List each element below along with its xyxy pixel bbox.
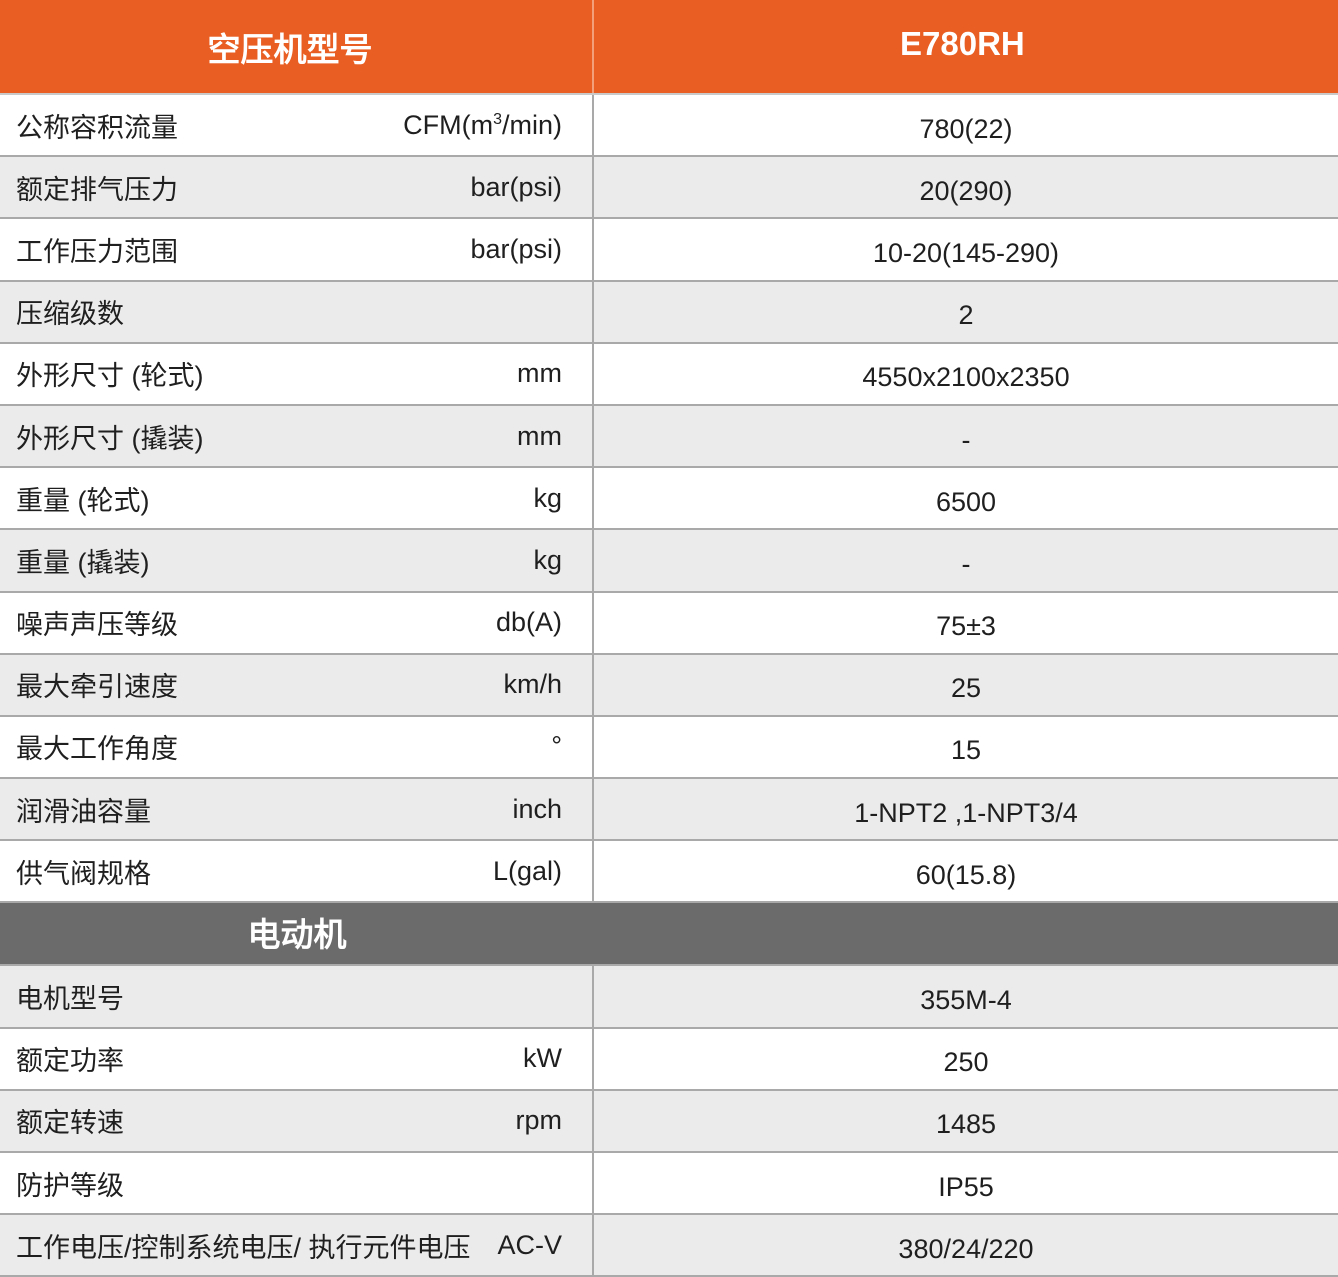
row-unit: L(gal) — [492, 855, 562, 886]
row-label: 电机型号 — [16, 984, 124, 1015]
table-row: 重量 (轮式) kg 6500 — [0, 468, 1338, 531]
row-unit-suffix: /min) — [502, 109, 562, 140]
table-row: 额定转速 rpm 1485 — [0, 1090, 1338, 1153]
row-value: 6500 — [935, 486, 997, 517]
table-header-row: 空压机型号 E780RH — [0, 0, 1338, 95]
row-value: 1-NPT2 ,1-NPT3/4 — [854, 797, 1078, 828]
table-row: 润滑油容量 inch 1-NPT2 ,1-NPT3/4 — [0, 779, 1338, 842]
row-label: 额定排气压力 — [16, 174, 178, 205]
row-value: 380/24/220 — [898, 1233, 1034, 1264]
row-value: 25 — [950, 673, 982, 704]
row-unit: kW — [523, 1043, 562, 1074]
row-label: 压缩级数 — [16, 299, 124, 330]
row-unit: db(A) — [495, 607, 562, 638]
row-unit: kg — [533, 544, 562, 575]
row-value: 250 — [943, 1047, 989, 1078]
table-row: 供气阀规格 L(gal) 60(15.8) — [0, 841, 1338, 904]
row-label: 噪声声压等级 — [16, 610, 178, 641]
row-label: 外形尺寸 (撬装) — [16, 423, 204, 454]
row-value: 355M-4 — [920, 985, 1012, 1016]
row-unit: bar(psi) — [470, 171, 562, 202]
row-unit: ° — [551, 731, 562, 762]
row-value: 15 — [950, 735, 982, 766]
row-label: 供气阀规格 — [16, 858, 151, 889]
row-label: 润滑油容量 — [16, 796, 151, 827]
header-model-value: E780RH — [900, 24, 1025, 62]
table-row: 额定功率 kW 250 — [0, 1028, 1338, 1091]
header-model-value-cell: E780RH — [594, 0, 1338, 93]
table-row: 额定排气压力 bar(psi) 20(290) — [0, 157, 1338, 220]
row-label: 重量 (撬装) — [16, 547, 150, 578]
row-label: 工作压力范围 — [16, 236, 178, 267]
table-row: 最大工作角度 ° 15 — [0, 716, 1338, 780]
row-label: 外形尺寸 (轮式) — [16, 361, 204, 392]
row-value: 10-20(145-290) — [872, 237, 1060, 268]
row-value: - — [961, 548, 971, 579]
row-unit: bar(psi) — [470, 233, 562, 264]
row-label: 额定转速 — [16, 1108, 124, 1139]
row-label: 最大工作角度 — [16, 734, 178, 765]
table-row: 噪声声压等级 db(A) 75±3 — [0, 592, 1338, 655]
table-row: 压缩级数 2 — [0, 281, 1338, 344]
row-label: 公称容积流量 — [16, 112, 178, 143]
table-row: 外形尺寸 (轮式) mm 4550x2100x2350 — [0, 343, 1338, 406]
table-row: 外形尺寸 (撬装) mm - — [0, 405, 1338, 469]
table-row: 工作电压/控制系统电压/ 执行元件电压 AC-V 380/24/220 — [0, 1215, 1338, 1277]
row-unit-superscript: 3 — [493, 110, 502, 128]
row-value: 75±3 — [936, 611, 996, 642]
row-value: - — [961, 424, 971, 455]
row-unit: rpm — [515, 1105, 563, 1136]
table-row: 重量 (撬装) kg - — [0, 530, 1338, 593]
row-value: 20(290) — [919, 175, 1013, 206]
row-value: 60(15.8) — [915, 859, 1017, 890]
header-model-label: 空压机型号 — [207, 30, 373, 68]
row-value: 1485 — [935, 1109, 997, 1140]
section-title: 电动机 — [247, 916, 347, 954]
row-unit: AC-V — [497, 1229, 562, 1260]
row-value: 4550x2100x2350 — [862, 362, 1070, 393]
row-unit: mm — [517, 420, 562, 451]
row-unit: mm — [517, 358, 562, 389]
row-unit: kg — [533, 482, 562, 513]
table-row: 最大牵引速度 km/h 25 — [0, 654, 1338, 717]
table-row: 工作压力范围 bar(psi) 10-20(145-290) — [0, 219, 1338, 282]
row-label: 最大牵引速度 — [16, 672, 178, 703]
row-label: 工作电压/控制系统电压/ 执行元件电压 — [16, 1232, 471, 1263]
row-label: 额定功率 — [16, 1046, 124, 1077]
row-unit: km/h — [503, 669, 562, 700]
row-value: IP55 — [938, 1171, 994, 1202]
table-row: 电机型号 355M-4 — [0, 966, 1338, 1029]
row-value: 2 — [958, 300, 974, 331]
table-row: 公称容积流量 CFM(m3/min) 780(22) — [0, 95, 1338, 158]
row-unit-prefix: CFM(m — [403, 109, 494, 140]
header-model-label-cell: 空压机型号 — [0, 0, 594, 93]
row-unit: CFM(m3/min) — [403, 110, 562, 141]
table-row: 防护等级 IP55 — [0, 1153, 1338, 1216]
section-header-motor: 电动机 — [0, 903, 1338, 967]
row-value: 780(22) — [919, 113, 1013, 144]
row-unit: inch — [512, 793, 562, 824]
row-label: 防护等级 — [16, 1170, 124, 1201]
row-label: 重量 (轮式) — [16, 485, 150, 516]
